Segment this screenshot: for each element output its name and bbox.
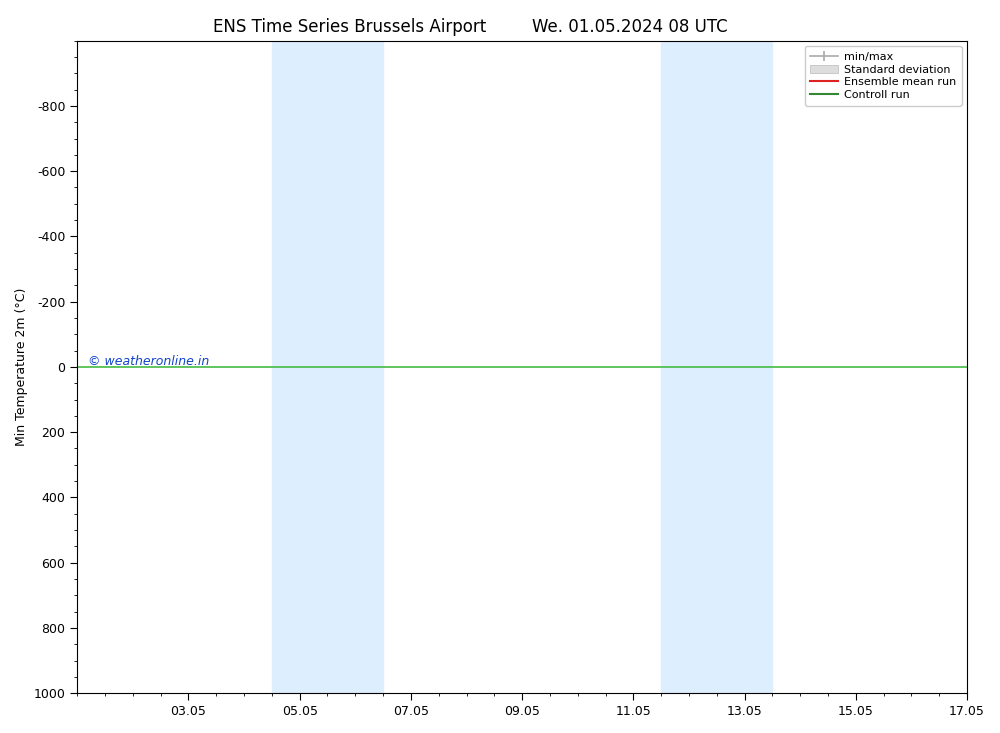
Y-axis label: Min Temperature 2m (°C): Min Temperature 2m (°C) [15,288,28,446]
Text: ENS Time Series Brussels Airport: ENS Time Series Brussels Airport [213,18,487,37]
Text: © weatheronline.in: © weatheronline.in [88,356,209,368]
Legend: min/max, Standard deviation, Ensemble mean run, Controll run: min/max, Standard deviation, Ensemble me… [805,46,962,106]
Bar [272,40,383,693]
Bar [661,40,772,693]
Text: We. 01.05.2024 08 UTC: We. 01.05.2024 08 UTC [532,18,728,37]
